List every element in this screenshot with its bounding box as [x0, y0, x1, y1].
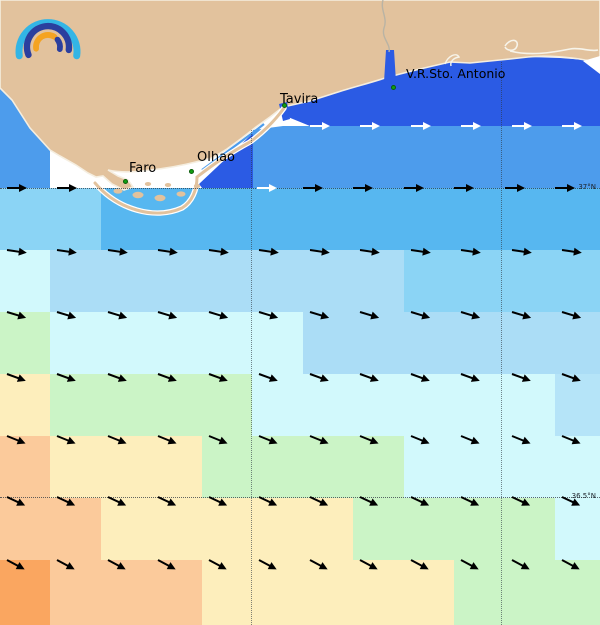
wave-cell: [353, 498, 555, 560]
wave-cell: [0, 312, 50, 374]
wave-cell: [50, 250, 404, 312]
logo-arc-middle: [23, 22, 73, 59]
wave-cell: [50, 312, 303, 374]
lagoon-islands: [113, 182, 201, 202]
wave-cell: [0, 498, 101, 560]
coastal-band: [283, 57, 600, 126]
wave-cell: [101, 498, 353, 560]
wave-cell: [0, 188, 101, 250]
guadiana-river: [381, 0, 390, 53]
wave-cell: [253, 126, 600, 188]
logo-arc-outer: [15, 19, 81, 60]
wave-cell: [202, 436, 404, 498]
wave-cell: [50, 374, 252, 436]
wave-cell: [0, 436, 50, 498]
wave-cell: [404, 250, 600, 312]
logo-arc-inner-right: [54, 36, 63, 52]
wave-cell: [555, 498, 600, 560]
guadiana-channel: [384, 50, 396, 82]
wave-cell: [303, 312, 600, 374]
wave-cell: [50, 436, 202, 498]
east-creek: [504, 39, 599, 55]
wave-cell: [202, 560, 454, 625]
barrier-spit: [93, 106, 286, 215]
wave-cell: [404, 436, 600, 498]
shoal: [583, 56, 600, 74]
wave-cell: [101, 188, 600, 250]
wave-cell: [0, 374, 50, 436]
wave-cell: [252, 374, 555, 436]
wave-cell: [454, 560, 600, 625]
land: [0, 0, 600, 191]
logo-arc-inner-left: [33, 32, 58, 52]
estuary-creek: [444, 54, 461, 67]
wave-cell: [555, 374, 600, 436]
brand-logo: [15, 19, 81, 60]
wave-cell: [50, 560, 202, 625]
wave-cell: [0, 250, 50, 312]
wave-cell: [0, 560, 50, 625]
